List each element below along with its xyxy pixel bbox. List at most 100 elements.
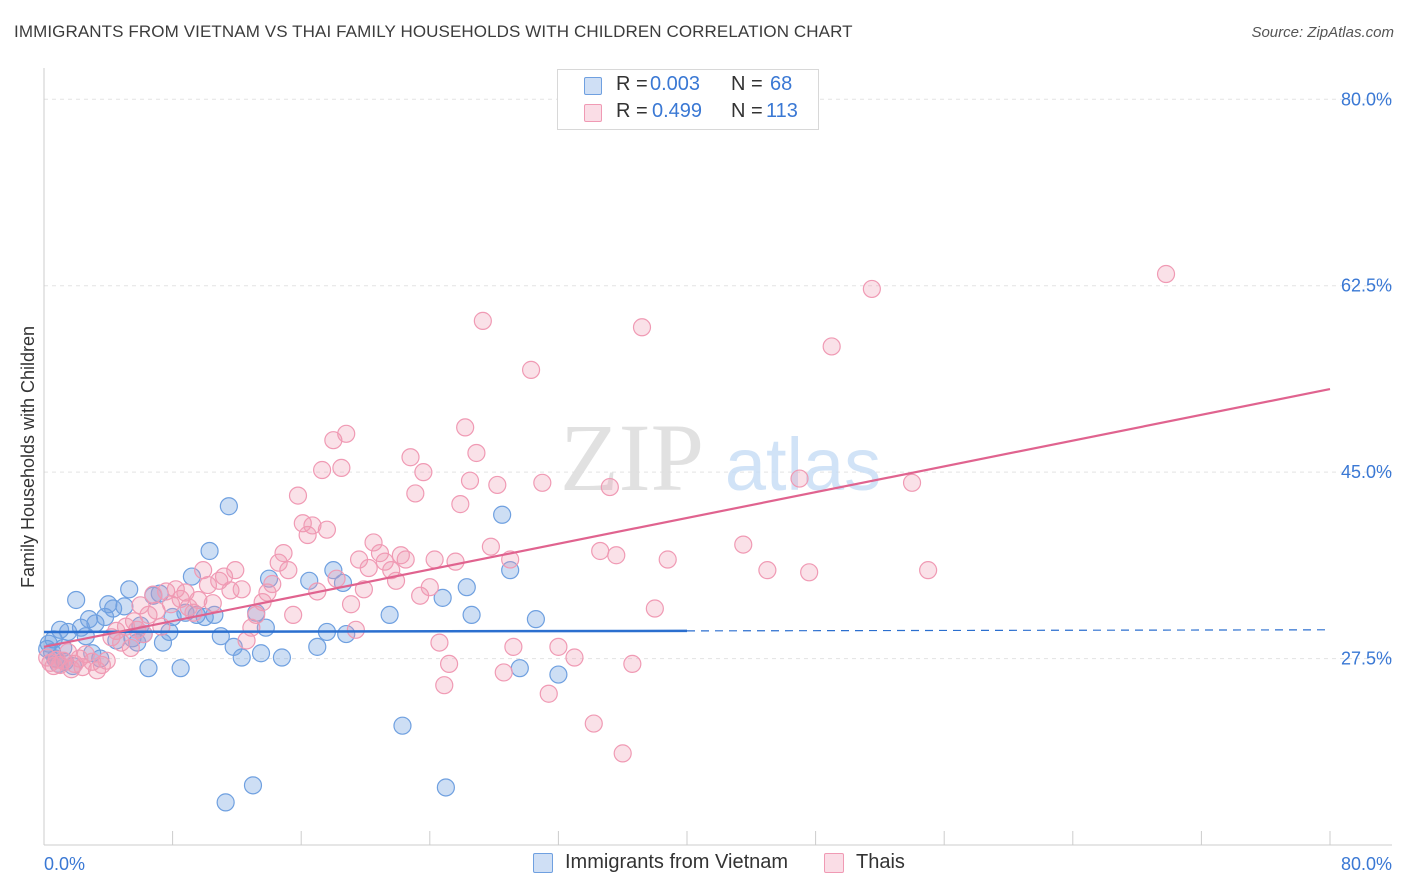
data-point-vietnam — [493, 505, 512, 524]
x-tick-label-right: 80.0% — [1341, 854, 1392, 874]
data-point-vietnam — [115, 597, 134, 616]
data-point-thai — [269, 553, 288, 572]
r-label: R = — [616, 100, 648, 122]
x-tick-label-left: 0.0% — [44, 854, 85, 874]
data-point-thai — [121, 638, 140, 658]
data-point-vietnam — [380, 605, 399, 625]
data-point-vietnam — [393, 716, 412, 735]
data-point-vietnam — [337, 624, 356, 644]
data-point-thai — [494, 663, 513, 682]
chart-source: Source: ZipAtlas.com — [1251, 24, 1394, 41]
data-point-thai — [364, 533, 383, 552]
data-point-thai — [332, 458, 351, 477]
data-point-thai — [902, 473, 922, 492]
data-point-thai — [97, 651, 116, 670]
r-label: R = — [616, 73, 648, 95]
trend-line-vietnam — [43, 629, 688, 634]
data-point-thai — [346, 620, 365, 639]
data-point-thai — [166, 580, 185, 599]
data-point-thai — [800, 563, 819, 582]
data-point-thai — [623, 654, 642, 674]
data-point-vietnam — [272, 648, 292, 667]
data-point-thai — [298, 525, 317, 545]
data-point-thai — [420, 578, 439, 597]
trend-line-vietnam-extension — [686, 629, 1331, 632]
data-point-thai — [645, 599, 664, 618]
data-point-thai — [312, 460, 332, 480]
trend-line-thai — [43, 387, 1331, 648]
legend-swatch-thai — [824, 853, 844, 873]
r-value: 0.003 — [650, 73, 701, 95]
data-point-thai — [189, 590, 208, 610]
data-point-thai — [279, 561, 298, 580]
data-point-thai — [327, 569, 346, 588]
data-point-vietnam — [433, 588, 452, 607]
data-point-thai — [919, 561, 938, 580]
data-point-vietnam — [216, 793, 235, 812]
data-point-thai — [370, 544, 390, 563]
data-point-thai — [533, 473, 552, 492]
data-point-thai — [226, 561, 245, 580]
data-point-vietnam — [182, 567, 201, 586]
n-value: 68 — [770, 73, 793, 95]
data-point-thai — [632, 318, 652, 337]
data-point-thai — [565, 648, 584, 667]
data-point-thai — [862, 279, 881, 299]
x-axis-ticks — [43, 831, 1331, 845]
legend-swatch-thai — [584, 104, 602, 122]
data-point-thai — [473, 311, 492, 330]
legend-label-vietnam: Immigrants from Vietnam — [565, 851, 789, 873]
data-point-thai — [198, 575, 218, 595]
legend-label-thai: Thais — [856, 851, 905, 873]
data-point-thai — [430, 633, 449, 652]
data-point-thai — [446, 552, 465, 571]
data-point-thai — [354, 580, 373, 599]
data-point-vietnam — [510, 659, 529, 678]
y-axis-title: Family Households with Children — [18, 326, 38, 588]
data-point-thai — [439, 654, 459, 674]
data-point-vietnam — [308, 637, 327, 656]
data-point-thai — [790, 469, 809, 488]
data-point-vietnam — [219, 497, 238, 516]
axes — [43, 68, 1392, 846]
watermark-zip: ZIP — [560, 404, 704, 511]
data-point-vietnam — [259, 569, 279, 588]
data-point-thai — [414, 463, 433, 482]
y-tick-label: 62.5% — [1341, 276, 1392, 296]
series-thai-points — [38, 264, 1176, 763]
data-point-vietnam — [104, 599, 123, 618]
data-point-thai — [284, 605, 303, 625]
n-label: N = — [731, 73, 763, 95]
data-point-vietnam — [200, 541, 219, 561]
data-point-thai — [734, 535, 753, 554]
chart-title: IMMIGRANTS FROM VIETNAM VS THAI FAMILY H… — [14, 22, 853, 41]
data-point-thai — [600, 477, 619, 497]
data-point-thai — [134, 624, 153, 644]
data-point-vietnam — [153, 633, 173, 652]
stats-legend: R = 0.003 N = 68 R = 0.499 N = 113 — [557, 69, 819, 130]
data-point-vietnam — [171, 659, 190, 678]
data-point-thai — [274, 544, 293, 563]
data-point-thai — [76, 645, 95, 664]
data-point-thai — [481, 537, 500, 556]
data-point-thai — [539, 684, 558, 703]
data-point-vietnam — [251, 644, 271, 663]
y-tick-label: 27.5% — [1341, 649, 1392, 669]
data-point-vietnam — [120, 580, 139, 599]
data-point-thai — [87, 661, 107, 680]
data-point-thai — [203, 594, 222, 613]
data-point-thai — [341, 595, 361, 614]
data-point-thai — [591, 541, 610, 561]
data-point-thai — [822, 337, 841, 356]
data-point-thai — [382, 561, 401, 580]
data-point-thai — [504, 637, 523, 656]
data-point-thai — [613, 744, 632, 763]
data-point-thai — [658, 550, 677, 569]
n-label: N = — [731, 100, 763, 122]
y-axis-tick-labels: 27.5% 45.0% 62.5% 80.0% — [1341, 89, 1392, 668]
legend-swatch-vietnam — [584, 77, 602, 95]
data-point-vietnam — [526, 610, 545, 629]
data-point-vietnam — [67, 590, 86, 610]
data-point-thai — [1156, 264, 1176, 284]
